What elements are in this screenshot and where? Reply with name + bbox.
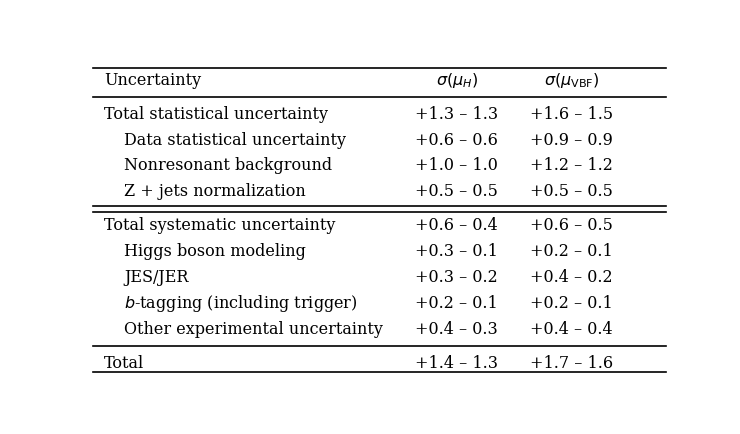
Text: Total statistical uncertainty: Total statistical uncertainty: [104, 106, 328, 123]
Text: Higgs boson modeling: Higgs boson modeling: [124, 243, 306, 260]
Text: +0.6 – 0.6: +0.6 – 0.6: [415, 132, 498, 148]
Text: +0.4 – 0.4: +0.4 – 0.4: [530, 321, 613, 338]
Text: +1.7 – 1.6: +1.7 – 1.6: [530, 355, 613, 372]
Text: +0.3 – 0.2: +0.3 – 0.2: [415, 269, 498, 286]
Text: Total: Total: [104, 355, 144, 372]
Text: $\sigma(\mu_{H})$: $\sigma(\mu_{H})$: [436, 71, 478, 89]
Text: +0.5 – 0.5: +0.5 – 0.5: [530, 183, 613, 200]
Text: +0.4 – 0.2: +0.4 – 0.2: [530, 269, 613, 286]
Text: +0.5 – 0.5: +0.5 – 0.5: [415, 183, 498, 200]
Text: +1.2 – 1.2: +1.2 – 1.2: [530, 158, 613, 174]
Text: +0.6 – 0.4: +0.6 – 0.4: [415, 217, 498, 234]
Text: Other experimental uncertainty: Other experimental uncertainty: [124, 321, 383, 338]
Text: JES/JER: JES/JER: [124, 269, 189, 286]
Text: Z + jets normalization: Z + jets normalization: [124, 183, 306, 200]
Text: Data statistical uncertainty: Data statistical uncertainty: [124, 132, 346, 148]
Text: $b$-tagging (including trigger): $b$-tagging (including trigger): [124, 293, 357, 314]
Text: +0.2 – 0.1: +0.2 – 0.1: [415, 295, 498, 312]
Text: $\sigma(\mu_{\mathrm{VBF}})$: $\sigma(\mu_{\mathrm{VBF}})$: [543, 71, 599, 89]
Text: +0.3 – 0.1: +0.3 – 0.1: [415, 243, 498, 260]
Text: +0.2 – 0.1: +0.2 – 0.1: [530, 295, 613, 312]
Text: +1.3 – 1.3: +1.3 – 1.3: [415, 106, 498, 123]
Text: +1.4 – 1.3: +1.4 – 1.3: [415, 355, 498, 372]
Text: Nonresonant background: Nonresonant background: [124, 158, 332, 174]
Text: +0.9 – 0.9: +0.9 – 0.9: [530, 132, 613, 148]
Text: +0.6 – 0.5: +0.6 – 0.5: [530, 217, 613, 234]
Text: +0.2 – 0.1: +0.2 – 0.1: [530, 243, 613, 260]
Text: +1.6 – 1.5: +1.6 – 1.5: [530, 106, 613, 123]
Text: +0.4 – 0.3: +0.4 – 0.3: [415, 321, 498, 338]
Text: Uncertainty: Uncertainty: [104, 72, 201, 89]
Text: +1.0 – 1.0: +1.0 – 1.0: [415, 158, 498, 174]
Text: Total systematic uncertainty: Total systematic uncertainty: [104, 217, 335, 234]
